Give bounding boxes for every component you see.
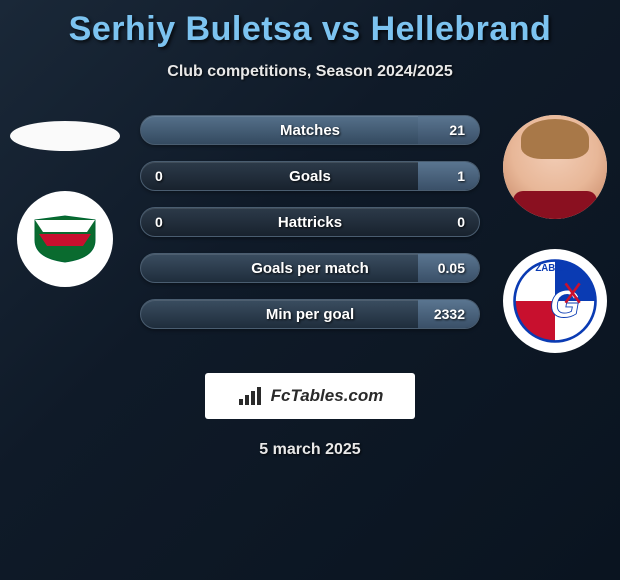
stat-row: 0 Hattricks 0 bbox=[140, 207, 480, 237]
brand-badge: FcTables.com bbox=[205, 373, 415, 419]
stat-label: Goals per match bbox=[251, 260, 369, 277]
right-player-column: ZABRZE G bbox=[490, 115, 620, 355]
stat-right-value: 2332 bbox=[434, 300, 465, 328]
stat-label: Hattricks bbox=[278, 214, 342, 231]
stat-rows: Matches 21 0 Goals 1 0 Hattricks 0 Goals per mat… bbox=[140, 115, 480, 345]
stat-right-value: 0 bbox=[457, 208, 465, 236]
brand-text: FcTables.com bbox=[271, 386, 384, 406]
page-subtitle: Club competitions, Season 2024/2025 bbox=[0, 63, 620, 81]
stat-right-value: 21 bbox=[449, 116, 465, 144]
gornik-label: ZABRZE bbox=[535, 263, 575, 274]
stat-row: Matches 21 bbox=[140, 115, 480, 145]
stat-row: 0 Goals 1 bbox=[140, 161, 480, 191]
stat-left-value: 0 bbox=[155, 208, 163, 236]
player-left-photo bbox=[10, 121, 120, 151]
page-title: Serhiy Buletsa vs Hellebrand bbox=[0, 0, 620, 49]
player-right-club-badge: ZABRZE G bbox=[503, 249, 607, 353]
player-face-placeholder bbox=[503, 115, 607, 219]
stat-row: Goals per match 0.05 bbox=[140, 253, 480, 283]
stat-label: Goals bbox=[289, 168, 331, 185]
player-right-photo bbox=[503, 115, 607, 219]
stat-left-value: 0 bbox=[155, 162, 163, 190]
compare-area: ZABRZE G Matches 21 0 Goals 1 0 Hattricks 0 Goal… bbox=[0, 115, 620, 355]
infographic: Serhiy Buletsa vs Hellebrand Club compet… bbox=[0, 0, 620, 580]
stat-label: Min per goal bbox=[266, 306, 354, 323]
player-left-club-badge bbox=[17, 191, 113, 287]
date-text: 5 march 2025 bbox=[0, 441, 620, 459]
stat-right-value: 0.05 bbox=[438, 254, 465, 282]
lechia-badge-icon bbox=[33, 214, 97, 264]
brand-chart-icon bbox=[237, 385, 263, 407]
stat-label: Matches bbox=[280, 122, 340, 139]
stat-row: Min per goal 2332 bbox=[140, 299, 480, 329]
stat-right-value: 1 bbox=[457, 162, 465, 190]
left-player-column bbox=[0, 115, 130, 355]
gornik-badge-icon: ZABRZE G bbox=[511, 257, 599, 345]
